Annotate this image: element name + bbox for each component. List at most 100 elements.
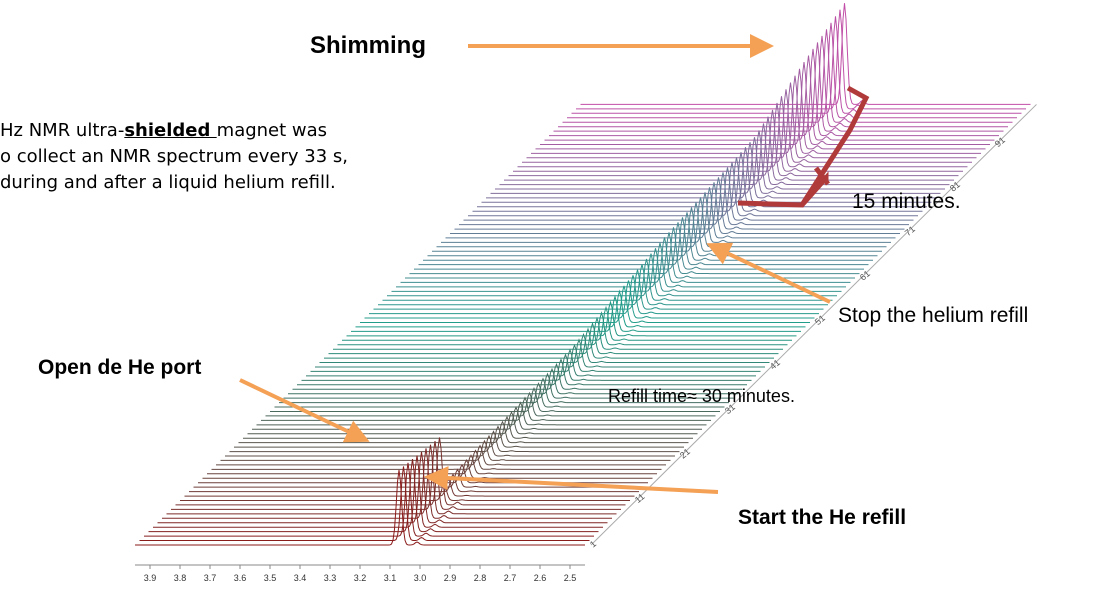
spectrum-trace-29 [261,396,711,421]
spectrum-trace-43 [324,327,774,359]
spectrum-trace-54 [373,269,824,310]
open-port-label: Open de He port [38,356,202,379]
spectrum-trace-50 [355,289,806,328]
spectrum-tick-label-71: 71 [903,224,917,238]
spectrum-trace-88 [526,82,977,159]
x-tick-label-3.6: 3.6 [234,573,247,583]
spectrum-trace-62 [409,227,860,275]
annotation-graphics [239,34,870,494]
x-tick-label-2.6: 2.6 [534,573,547,583]
spectrum-trace-36 [292,362,743,390]
spectrum-trace-68 [436,197,887,248]
spectrum-trace-69 [441,192,891,243]
spectrum-trace-31 [270,386,720,412]
spectrum-tick-label-1: 1 [588,539,598,550]
spectrum-trace-45 [333,316,783,350]
note-line-1: Hz NMR ultra-shielded magnet was [0,120,328,141]
spectrum-tick-label-41: 41 [768,357,782,371]
spectrum-trace-61 [405,232,855,279]
spectrum-trace-51 [360,285,810,323]
spectrum-trace-65 [423,212,873,261]
stop-refill-arrow [706,242,831,304]
spectrum-trace-84 [508,109,959,177]
spectrum-trace-38 [301,353,752,381]
spectrum-trace-6 [157,451,608,524]
spectrum-trace-87 [522,89,972,163]
x-tick-label-2.5: 2.5 [564,573,577,583]
spectrum-tick-label-81: 81 [948,179,962,193]
x-tick-label-2.8: 2.8 [474,573,487,583]
spectrum-trace-55 [378,264,828,306]
spectrum-tick-label-51: 51 [813,313,827,327]
bracket-tick [814,166,830,186]
note-line-3: during and after a liquid helium refill. [0,172,336,193]
spectrum-trace-24 [238,420,689,444]
spectrum-trace-1 [135,469,585,546]
spectrum-trace-27 [252,406,702,430]
spectrum-axis-line [590,104,1037,546]
spectrum-trace-4 [148,459,599,533]
spectrum-trace-3 [144,462,594,537]
spectrum-trace-35 [288,367,738,395]
x-tick-label-3.1: 3.1 [384,573,397,583]
spectrum-trace-33 [279,377,729,404]
shimming-label: Shimming [310,32,427,59]
spectrum-trace-25 [243,415,693,439]
spectrum-trace-48 [346,300,797,337]
spectrum-trace-37 [297,358,747,386]
spectrum-trace-32 [274,382,725,408]
x-tick-label-3.9: 3.9 [144,573,157,583]
spectrum-trace-71 [450,182,900,234]
spectrum-tick-label-31: 31 [723,402,737,416]
spectrum-trace-30 [265,391,716,417]
spectrum-trace-59 [396,242,846,288]
experiment-note: Hz NMR ultra-shielded magnet was o colle… [0,118,348,196]
spectrum-trace-89 [531,75,981,154]
spectrum-tick-label-61: 61 [858,268,872,282]
spectrum-trace-58 [391,248,842,292]
x-tick-label-2.9: 2.9 [444,573,457,583]
x-tick-label-3.0: 3.0 [414,573,427,583]
spectrum-trace-8 [166,444,617,515]
x-tick-label-3.3: 3.3 [324,573,337,583]
stop-refill-label: Stop the helium refill [838,304,1029,327]
spectrum-trace-44 [328,321,779,355]
spectrum-trace-2 [139,466,590,541]
x-tick-label-3.8: 3.8 [174,573,187,583]
spectrum-tick-label-91: 91 [993,135,1007,149]
x-tick-label-3.4: 3.4 [294,573,307,583]
spectrum-tick-label-11: 11 [633,491,647,505]
spectrum-trace-70 [445,187,896,239]
open-port-arrow [239,378,370,443]
spectrum-trace-60 [400,237,851,283]
spectrum-trace-66 [427,207,878,257]
spectrum-trace-49 [351,294,801,332]
x-tick-label-2.7: 2.7 [504,573,517,583]
fifteen-minutes-label: 15 minutes. [852,190,961,213]
x-tick-label-3.5: 3.5 [264,573,277,583]
spectrum-trace-39 [306,348,756,377]
spectrum-trace-23 [234,425,684,448]
spectrum-traces [135,3,1031,546]
spectrum-trace-42 [319,332,770,363]
x-tick-label-3.7: 3.7 [204,573,217,583]
x-tick-label-3.2: 3.2 [354,573,367,583]
spectrum-trace-26 [247,410,698,435]
spectrum-trace-47 [342,305,792,341]
spectrum-trace-63 [414,222,864,270]
spectrum-trace-64 [418,217,869,266]
start-refill-arrow [424,466,719,494]
spectrum-tick-label-21: 21 [678,446,692,460]
spectrum-trace-7 [162,448,612,519]
spectrum-trace-46 [337,311,788,346]
spectrum-trace-56 [382,258,833,301]
spectrum-trace-40 [310,343,761,372]
spectrum-trace-5 [153,455,603,528]
spectrum-trace-67 [432,202,882,252]
note-line-2: o collect an NMR spectrum every 33 s, [0,146,348,167]
spectrum-trace-97 [567,22,1017,119]
start-refill-label: Start the He refill [738,506,907,529]
spectrum-trace-22 [229,430,680,453]
spectrum-trace-21 [225,434,675,457]
spectrum-trace-98 [571,16,1022,114]
